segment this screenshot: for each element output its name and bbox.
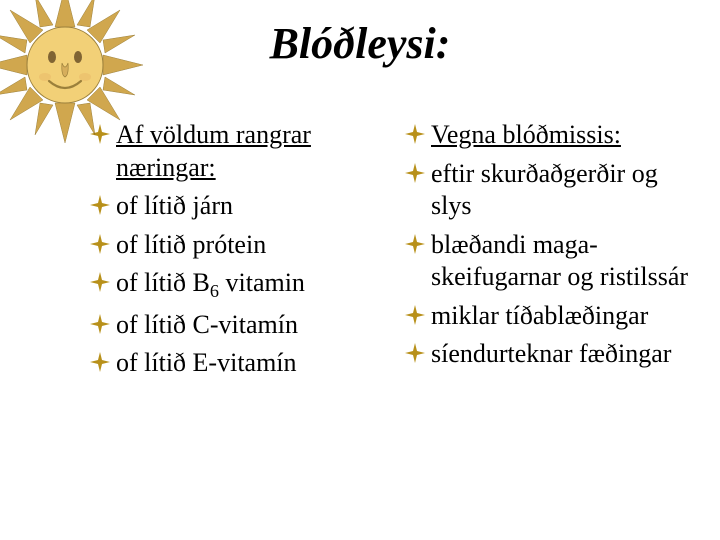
star-bullet-icon bbox=[405, 305, 425, 325]
star-bullet-icon bbox=[405, 124, 425, 144]
item-text: blæðandi maga-skeifugarnar og ristilssár bbox=[431, 229, 690, 294]
star-bullet-icon bbox=[90, 314, 110, 334]
star-bullet-icon bbox=[405, 343, 425, 363]
right-heading-text: Vegna blóðmissis: bbox=[431, 119, 621, 152]
list-item: of lítið járn bbox=[90, 190, 375, 223]
item-text: of lítið B6 vitamin bbox=[116, 267, 305, 303]
star-bullet-icon bbox=[90, 352, 110, 372]
item-text: of lítið járn bbox=[116, 190, 233, 223]
list-item: of lítið B6 vitamin bbox=[90, 267, 375, 303]
star-bullet-icon bbox=[90, 234, 110, 254]
star-bullet-icon bbox=[405, 234, 425, 254]
list-item: síendurteknar fæðingar bbox=[405, 338, 690, 371]
sun-background-icon bbox=[0, 0, 150, 150]
right-heading-item: Vegna blóðmissis: bbox=[405, 119, 690, 152]
list-item: miklar tíðablæðingar bbox=[405, 300, 690, 333]
right-column: Vegna blóðmissis: eftir skurðaðgerðir og… bbox=[405, 119, 690, 386]
item-text: eftir skurðaðgerðir og slys bbox=[431, 158, 690, 223]
item-text: miklar tíðablæðingar bbox=[431, 300, 648, 333]
star-bullet-icon bbox=[90, 195, 110, 215]
item-text: of lítið C-vitamín bbox=[116, 309, 298, 342]
left-column: Af völdum rangrar næringar: of lítið jár… bbox=[90, 119, 375, 386]
list-item: eftir skurðaðgerðir og slys bbox=[405, 158, 690, 223]
list-item: of lítið C-vitamín bbox=[90, 309, 375, 342]
item-text: of lítið prótein bbox=[116, 229, 266, 262]
star-bullet-icon bbox=[90, 272, 110, 292]
list-item: blæðandi maga-skeifugarnar og ristilssár bbox=[405, 229, 690, 294]
list-item: of lítið prótein bbox=[90, 229, 375, 262]
item-text: of lítið E-vitamín bbox=[116, 347, 297, 380]
star-bullet-icon bbox=[405, 163, 425, 183]
item-text: síendurteknar fæðingar bbox=[431, 338, 671, 371]
left-heading-text: Af völdum rangrar næringar: bbox=[116, 119, 375, 184]
content-columns: Af völdum rangrar næringar: of lítið jár… bbox=[0, 119, 720, 386]
list-item: of lítið E-vitamín bbox=[90, 347, 375, 380]
